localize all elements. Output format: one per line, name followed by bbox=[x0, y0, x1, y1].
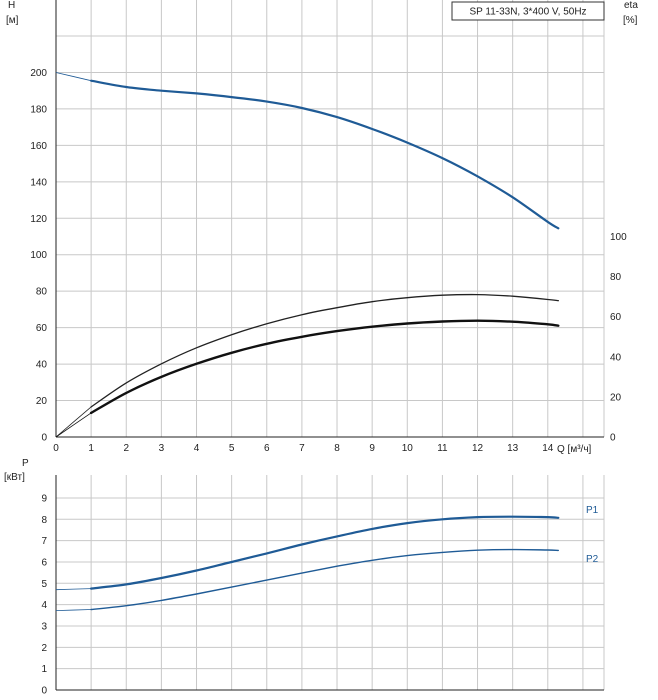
power-grid bbox=[55, 475, 605, 691]
curve-eta-extension bbox=[55, 406, 92, 438]
y2-tick-label: 60 bbox=[610, 312, 622, 323]
x-tick-label: 12 bbox=[472, 443, 484, 454]
head-eta-grid bbox=[55, 0, 605, 438]
y-tick-label: 100 bbox=[30, 250, 47, 261]
x-tick-label: 9 bbox=[369, 443, 375, 454]
y2-tick-label: 80 bbox=[610, 272, 622, 283]
x-tick-label: 3 bbox=[159, 443, 165, 454]
y-tick-label: 0 bbox=[41, 433, 47, 444]
curve-eta bbox=[90, 293, 559, 408]
p-tick-label: 5 bbox=[41, 579, 47, 590]
x-tick-label: 8 bbox=[334, 443, 340, 454]
y2-tick-label: 100 bbox=[610, 232, 627, 243]
legend-p2: P2 bbox=[586, 554, 599, 565]
p-tick-label: 2 bbox=[41, 643, 47, 654]
curve-eta-total-extension bbox=[55, 412, 92, 438]
power-ticks: 0 1 2 3 4 5 6 7 8 9 bbox=[41, 493, 47, 696]
curve-power-p1 bbox=[90, 515, 560, 590]
y-tick-label: 20 bbox=[36, 396, 48, 407]
p-tick-label: 4 bbox=[41, 600, 47, 611]
x-tick-label: 11 bbox=[437, 443, 448, 454]
p-tick-label: 3 bbox=[41, 621, 47, 632]
y-axis-unit-p: [кВт] bbox=[4, 472, 25, 483]
x-tick-label: 1 bbox=[88, 443, 94, 454]
x-tick-label: 13 bbox=[507, 443, 519, 454]
x-tick-label: 10 bbox=[402, 443, 414, 454]
p-tick-label: 8 bbox=[41, 515, 47, 526]
curve-eta-total bbox=[89, 319, 560, 415]
x-axis-label-q: Q [м³/ч] bbox=[557, 444, 592, 455]
y2-tick-label: 40 bbox=[610, 352, 622, 363]
x-tick-label: 6 bbox=[264, 443, 270, 454]
y-tick-label: 140 bbox=[30, 177, 47, 188]
p-tick-label: 1 bbox=[41, 664, 47, 675]
legend-p1: P1 bbox=[586, 505, 599, 516]
p-tick-label: 7 bbox=[41, 536, 47, 547]
y-tick-label: 180 bbox=[30, 104, 47, 115]
x-tick-label: 0 bbox=[53, 443, 59, 454]
y2-axis-label-eta: eta bbox=[624, 0, 638, 11]
title-box: SP 11-33N, 3*400 V, 50Hz bbox=[451, 1, 605, 21]
p-tick-label: 0 bbox=[41, 686, 47, 697]
y-tick-label: 40 bbox=[36, 360, 48, 371]
x-tick-label: 7 bbox=[299, 443, 305, 454]
y-axis-unit-h: [м] bbox=[6, 15, 19, 26]
y-axis-label-p: P bbox=[22, 458, 29, 469]
chart-title: SP 11-33N, 3*400 V, 50Hz bbox=[469, 7, 586, 18]
y-axis-label-h: H bbox=[8, 0, 15, 11]
curve-power-p2 bbox=[90, 548, 559, 611]
y-tick-label: 60 bbox=[36, 323, 48, 334]
p-tick-label: 6 bbox=[41, 557, 47, 568]
y-tick-label: 80 bbox=[36, 287, 48, 298]
y2-tick-label: 0 bbox=[610, 433, 616, 444]
x-tick-label: 2 bbox=[123, 443, 129, 454]
y-tick-label: 120 bbox=[30, 214, 47, 225]
x-tick-label: 5 bbox=[229, 443, 235, 454]
y-tick-label: 200 bbox=[30, 68, 47, 79]
head-eta-ticks: 0 20 40 60 80 100 120 140 160 180 200 0 20 40 60 80 100 0… bbox=[30, 68, 627, 454]
curve-head-h bbox=[90, 79, 560, 230]
y2-axis-unit-eta: [%] bbox=[623, 15, 638, 26]
curves bbox=[55, 72, 560, 611]
x-tick-label: 14 bbox=[542, 443, 554, 454]
x-tick-label: 4 bbox=[194, 443, 200, 454]
curve-head-h-extension bbox=[55, 72, 92, 82]
curve-power-p1-extension bbox=[55, 588, 92, 591]
y2-tick-label: 20 bbox=[610, 392, 622, 403]
p-tick-label: 9 bbox=[41, 493, 47, 504]
curve-power-p2-extension bbox=[55, 609, 92, 611]
y-tick-label: 160 bbox=[30, 141, 47, 152]
